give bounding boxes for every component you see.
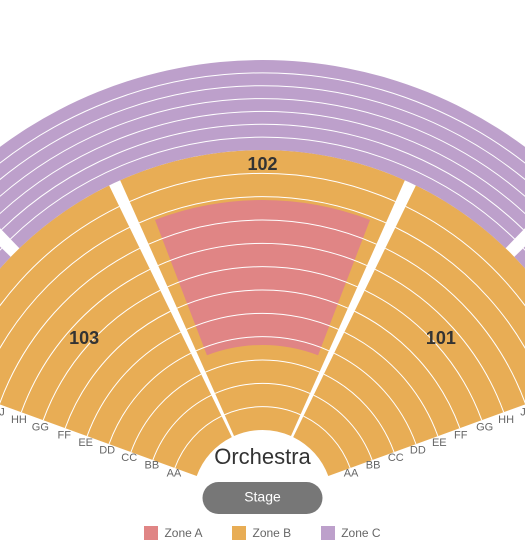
legend-label: Zone A: [164, 526, 202, 540]
row-label: EE: [78, 437, 93, 449]
row-label: CC: [388, 452, 404, 464]
legend-label: Zone C: [341, 526, 380, 540]
orchestra-label: Orchestra: [214, 444, 311, 469]
row-label: DD: [99, 445, 115, 457]
zone-a-block[interactable]: [155, 200, 370, 355]
row-label: BB: [145, 460, 160, 472]
row-label: EE: [432, 437, 447, 449]
row-label: AA: [344, 467, 359, 479]
row-label: AA: [167, 467, 182, 479]
seating-chart: AAAABBBBCCCCDDDDEEEEFFFFGGGGHHHHJJJJKKKK…: [0, 0, 525, 546]
section-label-102: 102: [247, 154, 277, 174]
legend-swatch-zone-c: [321, 526, 335, 540]
row-label: CC: [121, 452, 137, 464]
row-label: FF: [58, 429, 72, 441]
section-label-101: 101: [426, 328, 456, 348]
stage-label: Stage: [244, 489, 281, 505]
row-label: BB: [366, 460, 381, 472]
legend-item: Zone C: [321, 526, 380, 540]
row-label: FF: [454, 429, 468, 441]
row-label: HH: [11, 414, 27, 426]
row-label: JJ: [0, 407, 5, 419]
legend-item: Zone A: [144, 526, 202, 540]
row-label: HH: [498, 414, 514, 426]
legend-label: Zone B: [252, 526, 291, 540]
legend-item: Zone B: [232, 526, 291, 540]
row-label: GG: [32, 422, 49, 434]
row-label: DD: [410, 445, 426, 457]
legend-swatch-zone-a: [144, 526, 158, 540]
legend: Zone A Zone B Zone C: [0, 526, 525, 540]
legend-swatch-zone-b: [232, 526, 246, 540]
row-label: JJ: [520, 407, 525, 419]
row-label: GG: [476, 422, 493, 434]
section-label-103: 103: [69, 328, 99, 348]
